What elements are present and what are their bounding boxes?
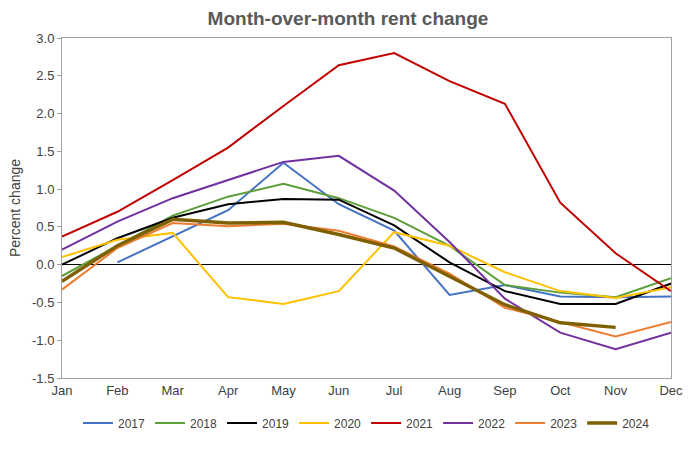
svg-text:2023: 2023 [550,417,577,431]
svg-text:Jan: Jan [52,383,73,398]
svg-text:2.0: 2.0 [36,106,54,121]
svg-text:1.5: 1.5 [36,144,54,159]
svg-text:Jul: Jul [386,383,403,398]
svg-text:Sep: Sep [493,383,516,398]
svg-text:2018: 2018 [190,417,217,431]
svg-text:-0.5: -0.5 [32,295,54,310]
svg-text:Nov: Nov [604,383,628,398]
svg-text:Percent change: Percent change [7,159,23,257]
svg-text:2024: 2024 [622,417,649,431]
svg-text:3.0: 3.0 [36,31,54,46]
svg-text:Dec: Dec [659,383,683,398]
svg-text:-1.0: -1.0 [32,333,54,348]
svg-text:Jun: Jun [328,383,349,398]
svg-text:2022: 2022 [478,417,505,431]
svg-text:-1.5: -1.5 [32,371,54,386]
svg-text:2.5: 2.5 [36,68,54,83]
svg-text:0.0: 0.0 [36,257,54,272]
svg-text:Apr: Apr [218,383,239,398]
svg-text:May: May [271,383,296,398]
svg-text:0.5: 0.5 [36,219,54,234]
svg-text:2019: 2019 [262,417,289,431]
svg-text:Month-over-month rent change: Month-over-month rent change [208,8,489,29]
svg-text:2021: 2021 [406,417,433,431]
svg-text:Mar: Mar [162,383,185,398]
svg-text:Oct: Oct [550,383,571,398]
svg-text:2020: 2020 [334,417,361,431]
svg-text:2017: 2017 [118,417,145,431]
svg-text:Aug: Aug [438,383,461,398]
svg-text:1.0: 1.0 [36,182,54,197]
svg-text:Feb: Feb [106,383,128,398]
